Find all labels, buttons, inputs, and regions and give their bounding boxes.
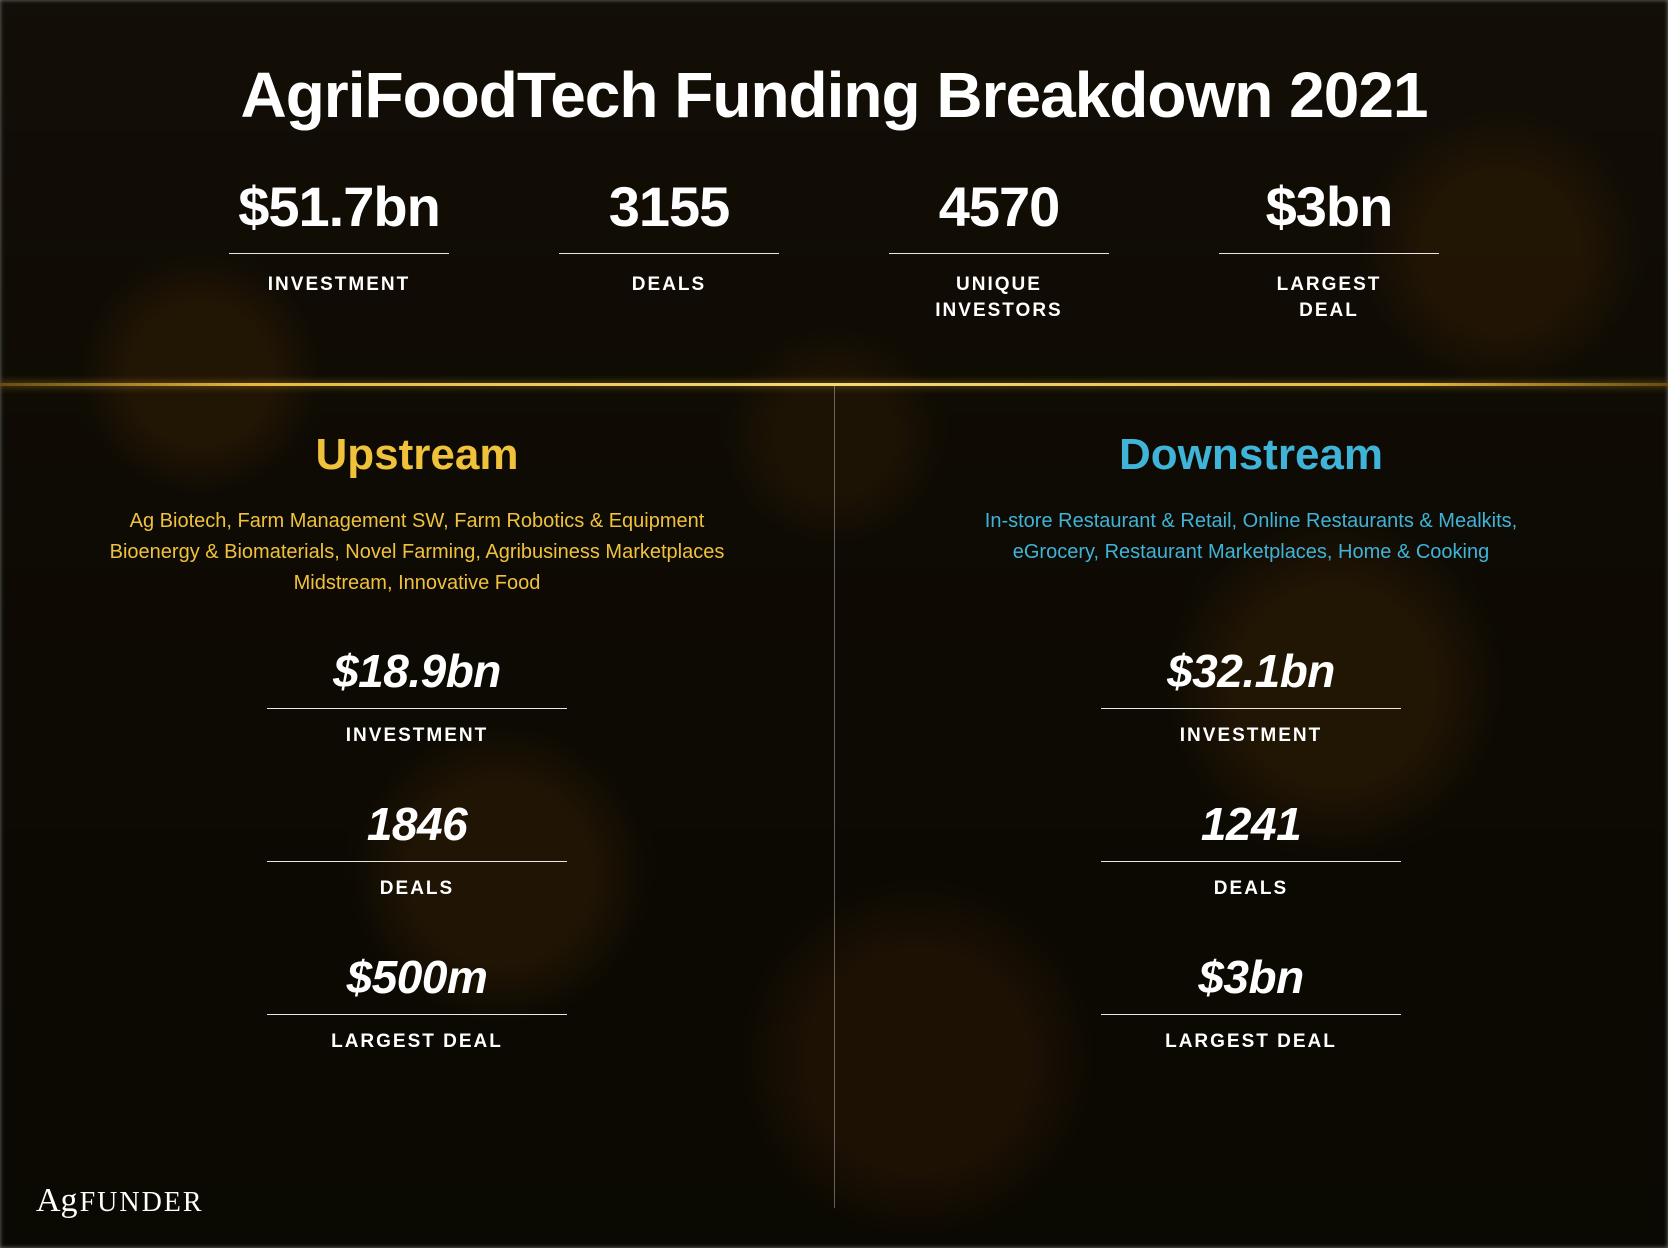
upstream-stat-deals: 1846 DEALS — [267, 797, 567, 900]
stat-label: INVESTMENT — [1180, 725, 1322, 747]
stat-value: $3bn — [1219, 174, 1439, 254]
stat-value: $3bn — [1101, 950, 1401, 1015]
stat-label: DEALS — [380, 878, 454, 900]
content-container: AgriFoodTech Funding Breakdown 2021 $51.… — [0, 0, 1668, 1248]
stat-label: DEALS — [632, 272, 706, 298]
stat-unique-investors: 4570 UNIQUE INVESTORS — [889, 174, 1109, 323]
vertical-divider — [834, 386, 835, 1208]
stat-value: $500m — [267, 950, 567, 1015]
upstream-stat-largest-deal: $500m LARGEST DEAL — [267, 950, 567, 1053]
columns-container: Upstream Ag Biotech, Farm Management SW,… — [0, 386, 1668, 1248]
upstream-title: Upstream — [316, 430, 519, 480]
stat-label: INVESTMENT — [346, 725, 488, 747]
downstream-title: Downstream — [1119, 430, 1383, 480]
stat-value: 1846 — [267, 797, 567, 862]
stat-deals: 3155 DEALS — [559, 174, 779, 323]
stat-label: UNIQUE INVESTORS — [935, 272, 1062, 323]
stat-value: 4570 — [889, 174, 1109, 254]
upstream-stats: $18.9bn INVESTMENT 1846 DEALS $500m LARG… — [267, 644, 567, 1053]
stat-value: $32.1bn — [1101, 644, 1401, 709]
agfunder-logo: Ag FUNDER — [36, 1182, 204, 1220]
downstream-stat-largest-deal: $3bn LARGEST DEAL — [1101, 950, 1401, 1053]
logo-text-funder: FUNDER — [80, 1187, 204, 1219]
top-stats-row: $51.7bn INVESTMENT 3155 DEALS 4570 UNIQU… — [0, 174, 1668, 383]
stat-value: 1241 — [1101, 797, 1401, 862]
stat-label: LARGEST DEAL — [1277, 272, 1382, 323]
downstream-stats: $32.1bn INVESTMENT 1241 DEALS $3bn LARGE… — [1101, 644, 1401, 1053]
upstream-stat-investment: $18.9bn INVESTMENT — [267, 644, 567, 747]
stat-value: 3155 — [559, 174, 779, 254]
stat-value: $18.9bn — [267, 644, 567, 709]
stat-investment: $51.7bn INVESTMENT — [229, 174, 449, 323]
downstream-description: In-store Restaurant & Retail, Online Res… — [985, 506, 1517, 606]
downstream-stat-investment: $32.1bn INVESTMENT — [1101, 644, 1401, 747]
stat-label: INVESTMENT — [268, 272, 410, 298]
stat-value: $51.7bn — [229, 174, 449, 254]
page-title: AgriFoodTech Funding Breakdown 2021 — [0, 58, 1668, 132]
stat-label: DEALS — [1214, 878, 1288, 900]
stat-label: LARGEST DEAL — [331, 1031, 503, 1053]
upstream-description: Ag Biotech, Farm Management SW, Farm Rob… — [110, 506, 725, 606]
logo-text-ag: Ag — [36, 1182, 78, 1220]
downstream-column: Downstream In-store Restaurant & Retail,… — [834, 386, 1668, 1248]
stat-largest-deal: $3bn LARGEST DEAL — [1219, 174, 1439, 323]
stat-label: LARGEST DEAL — [1165, 1031, 1337, 1053]
downstream-stat-deals: 1241 DEALS — [1101, 797, 1401, 900]
upstream-column: Upstream Ag Biotech, Farm Management SW,… — [0, 386, 834, 1248]
